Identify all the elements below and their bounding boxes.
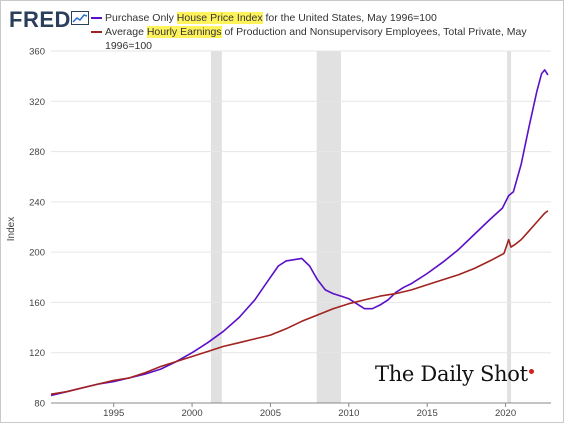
fred-logo[interactable]: FRED	[9, 7, 71, 32]
watermark-dot-icon	[528, 369, 534, 374]
legend-text-after: of Production and Nonsupervisory Employe…	[105, 26, 527, 52]
y-tick-label: 320	[29, 97, 45, 108]
y-tick-label: 160	[29, 298, 45, 309]
legend-text-highlight: Hourly Earnings	[146, 26, 222, 38]
daily-shot-watermark: The Daily Shot	[375, 362, 534, 386]
axes	[51, 402, 551, 407]
x-tick-label: 2005	[260, 408, 281, 419]
chart-header: FRED Purchase Only House Price Index for…	[7, 5, 559, 53]
legend-text-before: Average	[105, 26, 147, 38]
series-lines	[50, 69, 549, 397]
y-axis-label: Index	[6, 217, 17, 241]
x-tick-label: 2010	[338, 408, 359, 419]
fred-chart-icon	[71, 11, 89, 25]
recession-band	[316, 51, 341, 403]
x-tick-label: 2000	[181, 408, 202, 419]
y-tick-label: 200	[29, 248, 45, 259]
recession-bands	[210, 51, 512, 403]
watermark-text: The Daily Shot	[375, 362, 528, 386]
x-tick-label: 1995	[103, 408, 124, 419]
legend-item-hourly-earnings[interactable]: Average Hourly Earnings of Production an…	[91, 25, 551, 53]
x-tick-label: 2015	[417, 408, 438, 419]
y-tick-label: 240	[29, 197, 45, 208]
series-line-house-price-index	[50, 69, 549, 397]
y-tick-label: 120	[29, 348, 45, 359]
recession-band	[507, 51, 512, 403]
y-tick-label: 80	[34, 399, 45, 410]
legend-text-highlight: House Price Index	[176, 12, 263, 24]
legend-text-before: Purchase Only	[105, 12, 177, 24]
legend-swatch-hourly-earnings	[91, 31, 102, 33]
tick-labels: 80 120 160 200 240 280 320 360 1995 2000 2005 2010 2…	[29, 47, 516, 420]
recession-band	[210, 51, 222, 403]
legend-item-house-price-index[interactable]: Purchase Only House Price Index for the …	[91, 11, 551, 25]
chart-legend: Purchase Only House Price Index for the …	[91, 11, 551, 53]
y-tick-label: 280	[29, 147, 45, 158]
y-tick-label: 360	[29, 47, 45, 58]
legend-swatch-house-price	[91, 17, 102, 19]
grid-lines	[51, 50, 551, 404]
x-tick-label: 2020	[495, 408, 516, 419]
legend-text-after: for the United States, May 1996=100	[262, 12, 437, 24]
series-line-hourly-earnings	[50, 210, 549, 395]
